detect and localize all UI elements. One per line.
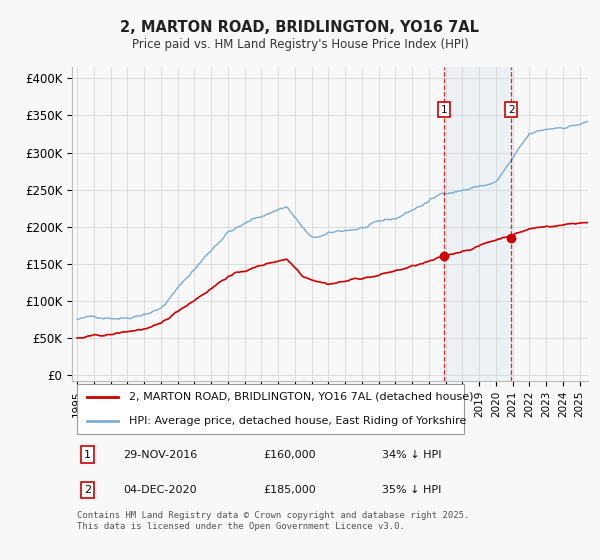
Text: 2: 2 bbox=[84, 485, 91, 495]
Text: 1: 1 bbox=[84, 450, 91, 460]
Bar bbox=[444, 67, 511, 381]
Text: £185,000: £185,000 bbox=[263, 485, 316, 495]
Text: 29-NOV-2016: 29-NOV-2016 bbox=[124, 450, 198, 460]
Text: 2, MARTON ROAD, BRIDLINGTON, YO16 7AL: 2, MARTON ROAD, BRIDLINGTON, YO16 7AL bbox=[121, 20, 479, 35]
Text: Contains HM Land Registry data © Crown copyright and database right 2025.
This d: Contains HM Land Registry data © Crown c… bbox=[77, 511, 470, 531]
Text: £160,000: £160,000 bbox=[263, 450, 316, 460]
Text: 04-DEC-2020: 04-DEC-2020 bbox=[124, 485, 197, 495]
Text: 2, MARTON ROAD, BRIDLINGTON, YO16 7AL (detached house): 2, MARTON ROAD, BRIDLINGTON, YO16 7AL (d… bbox=[129, 392, 473, 402]
FancyBboxPatch shape bbox=[77, 384, 464, 434]
Text: 1: 1 bbox=[441, 105, 448, 114]
Text: 34% ↓ HPI: 34% ↓ HPI bbox=[382, 450, 441, 460]
Text: 2: 2 bbox=[508, 105, 515, 114]
Text: 35% ↓ HPI: 35% ↓ HPI bbox=[382, 485, 441, 495]
Text: HPI: Average price, detached house, East Riding of Yorkshire: HPI: Average price, detached house, East… bbox=[129, 416, 466, 426]
Text: Price paid vs. HM Land Registry's House Price Index (HPI): Price paid vs. HM Land Registry's House … bbox=[131, 38, 469, 51]
